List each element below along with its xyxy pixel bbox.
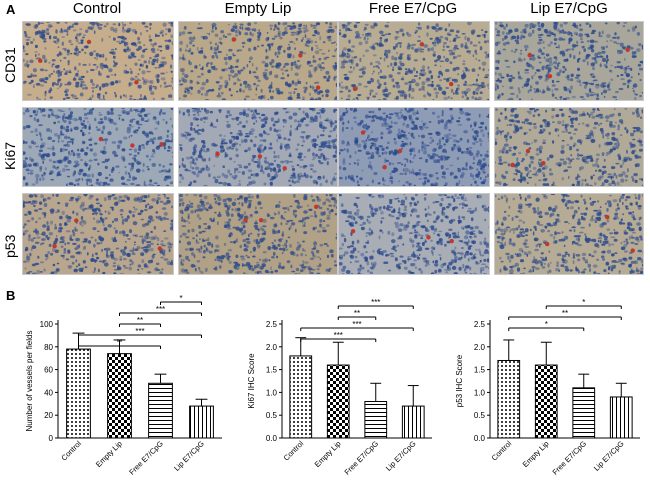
significance-label: ** (562, 309, 568, 318)
y-axis-label: p53 IHC Score (455, 354, 464, 407)
bar-control (67, 349, 91, 438)
category-label: Control (490, 439, 514, 463)
significance-label: *** (156, 305, 165, 314)
significance-label: ** (354, 309, 360, 318)
micrograph-ki67-lip-e7cpg (494, 107, 644, 187)
significance-label: *** (371, 298, 380, 307)
y-tick-label: 0.0 (474, 434, 486, 443)
bar-free-e7-cpg (149, 383, 173, 438)
bar-lip-e7-cpg (610, 397, 632, 438)
significance-label: * (582, 298, 585, 307)
bar-empty-lip (327, 365, 349, 438)
bar-free-e7-cpg (573, 388, 595, 438)
bar-empty-lip (535, 365, 557, 438)
y-tick-label: 0.0 (266, 434, 278, 443)
y-tick-label: 80 (44, 343, 53, 352)
column-header-free-e7cpg: Free E7/CpG (338, 0, 488, 17)
significance-label: *** (334, 331, 343, 340)
vessels-chart-svg: 0 20 40 60 80 100 Number of vessels per fields… (22, 288, 230, 488)
micrograph-ki67-empty-lip (178, 107, 338, 187)
column-header-lip-e7cpg: Lip E7/CpG (494, 0, 644, 17)
y-tick-label: 1.0 (474, 388, 486, 397)
category-label: Lip E7/CpG (384, 439, 418, 473)
vessels-chart: 0 20 40 60 80 100 Number of vessels per fields… (22, 288, 230, 488)
significance-label: ** (137, 316, 143, 325)
row-header-cd31: CD31 (2, 47, 18, 83)
row-header-ki67: Ki67 (2, 142, 18, 170)
micrograph-p53-control (22, 193, 174, 275)
micrograph-cd31-free-e7cpg (338, 21, 490, 101)
panel-b-label: B (6, 288, 15, 303)
p53-chart: 0.0 0.5 1.0 1.5 2.0 2.5 p53 IHC Score Control Em… (448, 288, 648, 488)
category-label: Empty Lip (94, 439, 124, 469)
micrograph-p53-lip-e7cpg (494, 193, 644, 275)
y-tick-label: 2.0 (266, 343, 278, 352)
category-label: Lip E7/CpG (592, 439, 626, 473)
y-tick-label: 2.5 (266, 320, 278, 329)
category-label: Free E7/CpG (343, 439, 381, 477)
micrograph-cd31-empty-lip (178, 21, 338, 101)
y-tick-label: 1.5 (474, 366, 486, 375)
y-tick-label: 2.5 (474, 320, 486, 329)
bar-control (498, 360, 520, 438)
y-tick-label: 20 (44, 411, 53, 420)
micrograph-ki67-free-e7cpg (338, 107, 490, 187)
category-label: Control (282, 439, 306, 463)
micrograph-ki67-control (22, 107, 174, 187)
ki67-chart-svg: 0.0 0.5 1.0 1.5 2.0 2.5 Ki67 IHC Score Control E… (240, 288, 440, 488)
bar-empty-lip (108, 354, 132, 438)
y-axis-label: Number of vessels per fields (25, 331, 34, 432)
y-tick-label: 1.5 (266, 366, 278, 375)
category-label: Free E7/CpG (127, 439, 165, 477)
y-tick-label: 0.5 (474, 411, 486, 420)
y-tick-label: 1.0 (266, 388, 278, 397)
micrograph-cd31-control (22, 21, 174, 101)
significance-label: *** (352, 320, 361, 329)
y-tick-label: 40 (44, 388, 53, 397)
category-label: Lip E7/CpG (172, 439, 206, 473)
panel-a-label: A (6, 2, 15, 17)
micrograph-p53-free-e7cpg (338, 193, 490, 275)
category-label: Control (59, 439, 83, 463)
bar-control (290, 356, 312, 438)
category-label: Empty Lip (313, 439, 343, 469)
category-label: Empty Lip (521, 439, 551, 469)
micrograph-p53-empty-lip (178, 193, 338, 275)
y-tick-label: 100 (40, 320, 54, 329)
bar-lip-e7-cpg (402, 406, 424, 438)
significance-label: *** (135, 327, 144, 336)
bar-lip-e7-cpg (190, 406, 214, 438)
y-tick-label: 0 (49, 434, 54, 443)
micrograph-cd31-lip-e7cpg (494, 21, 644, 101)
y-axis-label: Ki67 IHC Score (247, 353, 256, 409)
column-header-empty-lip: Empty Lip (178, 0, 338, 17)
column-header-control: Control (22, 0, 172, 17)
bar-free-e7-cpg (365, 402, 387, 438)
y-tick-label: 0.5 (266, 411, 278, 420)
significance-label: * (179, 294, 182, 303)
ki67-chart: 0.0 0.5 1.0 1.5 2.0 2.5 Ki67 IHC Score Control E… (240, 288, 440, 488)
row-header-p53: p53 (2, 235, 18, 258)
y-tick-label: 2.0 (474, 343, 486, 352)
p53-chart-svg: 0.0 0.5 1.0 1.5 2.0 2.5 p53 IHC Score Control Em… (448, 288, 648, 488)
significance-label: ** (116, 338, 122, 347)
significance-label: * (545, 320, 548, 329)
y-tick-label: 60 (44, 366, 53, 375)
category-label: Free E7/CpG (551, 439, 589, 477)
